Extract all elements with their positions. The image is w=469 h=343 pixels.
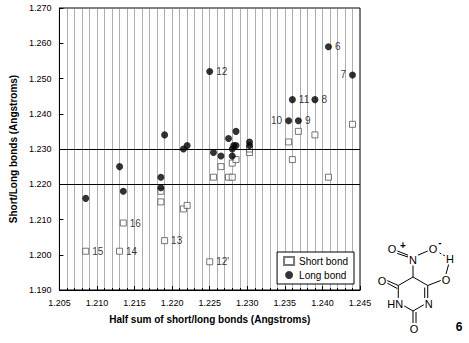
svg-text:1.230: 1.230 (29, 144, 52, 154)
svg-text:16: 16 (130, 218, 142, 229)
svg-text:O: O (442, 274, 451, 286)
svg-text:14: 14 (126, 246, 138, 257)
svg-text:1.210: 1.210 (29, 215, 52, 225)
svg-text:1.220: 1.220 (29, 179, 52, 189)
svg-text:13: 13 (171, 235, 183, 246)
svg-text:+: + (400, 240, 406, 251)
svg-text:HN: HN (387, 298, 403, 310)
svg-text:Half sum of short/long bonds (: Half sum of short/long bonds (Angstroms) (109, 314, 310, 325)
svg-text:1.225: 1.225 (198, 298, 221, 308)
svg-text:-: - (438, 237, 441, 248)
svg-text:1.200: 1.200 (29, 250, 52, 260)
svg-text:15: 15 (92, 246, 104, 257)
svg-text:8: 8 (321, 94, 327, 105)
svg-text:O: O (410, 323, 419, 335)
svg-text:1.205: 1.205 (48, 298, 71, 308)
svg-text:Short bond: Short bond (299, 256, 348, 267)
svg-text:N: N (409, 254, 417, 266)
svg-text:12': 12' (216, 256, 229, 267)
svg-text:6: 6 (335, 41, 341, 52)
svg-text:7: 7 (340, 69, 346, 80)
svg-text:1.240: 1.240 (29, 109, 52, 119)
svg-text:1.240: 1.240 (311, 298, 334, 308)
svg-text:Long bond: Long bond (299, 270, 346, 281)
svg-text:1.210: 1.210 (86, 298, 109, 308)
svg-text:1.250: 1.250 (29, 74, 52, 84)
svg-text:1.235: 1.235 (274, 298, 297, 308)
svg-text:11: 11 (299, 94, 310, 105)
svg-text:1.190: 1.190 (29, 285, 52, 295)
svg-text:H: H (446, 253, 454, 265)
svg-text:1.260: 1.260 (29, 38, 52, 48)
svg-text:O: O (429, 243, 438, 255)
svg-text:12: 12 (216, 66, 228, 77)
svg-text:10: 10 (271, 115, 283, 126)
svg-text:1.245: 1.245 (349, 298, 372, 308)
svg-text:O: O (378, 275, 387, 287)
svg-text:O: O (388, 243, 397, 255)
svg-text:N: N (425, 298, 433, 310)
svg-text:Short/Long bonds (Angstroms): Short/Long bonds (Angstroms) (8, 75, 19, 223)
svg-text:1.230: 1.230 (236, 298, 259, 308)
svg-text:6: 6 (456, 320, 463, 334)
svg-text:9: 9 (305, 115, 311, 126)
svg-text:1.270: 1.270 (29, 3, 52, 13)
svg-text:1.220: 1.220 (161, 298, 184, 308)
svg-text:1.215: 1.215 (123, 298, 146, 308)
